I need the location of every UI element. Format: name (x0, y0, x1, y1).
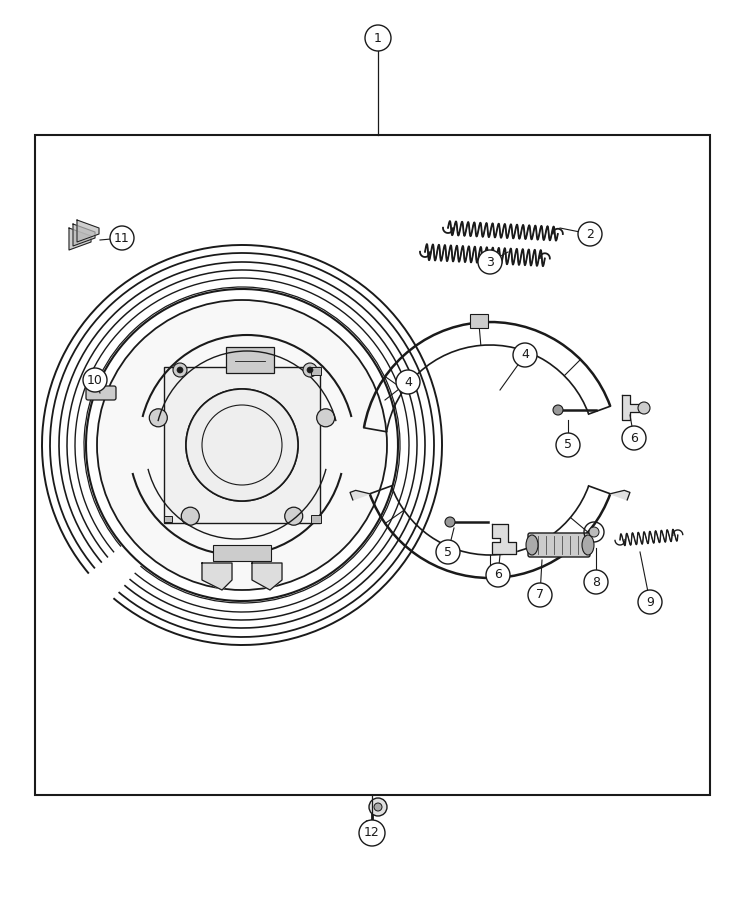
Text: 9: 9 (646, 596, 654, 608)
Circle shape (110, 226, 134, 250)
Polygon shape (363, 821, 377, 833)
Circle shape (182, 508, 199, 526)
Circle shape (396, 370, 420, 394)
Circle shape (436, 540, 460, 564)
Circle shape (553, 405, 563, 415)
Circle shape (528, 583, 552, 607)
Text: 5: 5 (564, 438, 572, 452)
Text: 11: 11 (114, 231, 130, 245)
Bar (164, 517, 172, 522)
Circle shape (578, 222, 602, 246)
FancyBboxPatch shape (86, 386, 116, 400)
FancyBboxPatch shape (213, 545, 271, 561)
Circle shape (622, 426, 646, 450)
Polygon shape (202, 563, 232, 590)
Text: 6: 6 (494, 569, 502, 581)
Text: 4: 4 (404, 375, 412, 389)
Circle shape (486, 563, 510, 587)
Polygon shape (611, 491, 630, 500)
Circle shape (202, 405, 282, 485)
Circle shape (359, 820, 385, 846)
Polygon shape (252, 563, 282, 590)
Circle shape (638, 402, 650, 414)
Polygon shape (350, 491, 370, 500)
Circle shape (177, 367, 183, 373)
Circle shape (307, 367, 313, 373)
Polygon shape (69, 228, 91, 250)
FancyBboxPatch shape (164, 367, 320, 523)
Text: 8: 8 (592, 575, 600, 589)
Circle shape (369, 798, 387, 816)
Circle shape (233, 348, 251, 366)
Text: 3: 3 (486, 256, 494, 268)
Polygon shape (622, 395, 640, 420)
Circle shape (316, 409, 335, 427)
Text: 1: 1 (374, 32, 382, 44)
Circle shape (173, 363, 187, 377)
Circle shape (478, 250, 502, 274)
Text: 7: 7 (536, 589, 544, 601)
FancyBboxPatch shape (528, 533, 590, 557)
Ellipse shape (526, 535, 538, 555)
Circle shape (589, 527, 599, 537)
Bar (35, 135, 710, 795)
Circle shape (285, 508, 303, 526)
Circle shape (149, 409, 167, 427)
Circle shape (445, 517, 455, 527)
Circle shape (584, 570, 608, 594)
FancyBboxPatch shape (226, 347, 274, 373)
Text: 4: 4 (521, 348, 529, 362)
Circle shape (83, 368, 107, 392)
Bar (311, 515, 322, 523)
Bar (311, 367, 322, 374)
Circle shape (365, 25, 391, 51)
Polygon shape (77, 220, 99, 242)
Text: 5: 5 (444, 545, 452, 559)
Circle shape (186, 389, 298, 501)
Polygon shape (492, 524, 516, 554)
Ellipse shape (582, 535, 594, 555)
Text: 10: 10 (87, 374, 103, 386)
FancyBboxPatch shape (470, 314, 488, 328)
Circle shape (638, 590, 662, 614)
Text: 6: 6 (630, 431, 638, 445)
Circle shape (513, 343, 537, 367)
Polygon shape (73, 224, 95, 246)
Circle shape (303, 363, 317, 377)
Circle shape (374, 803, 382, 811)
Text: 12: 12 (364, 826, 380, 840)
Text: 2: 2 (586, 228, 594, 240)
Circle shape (186, 389, 298, 501)
Circle shape (556, 433, 580, 457)
Circle shape (97, 300, 387, 590)
